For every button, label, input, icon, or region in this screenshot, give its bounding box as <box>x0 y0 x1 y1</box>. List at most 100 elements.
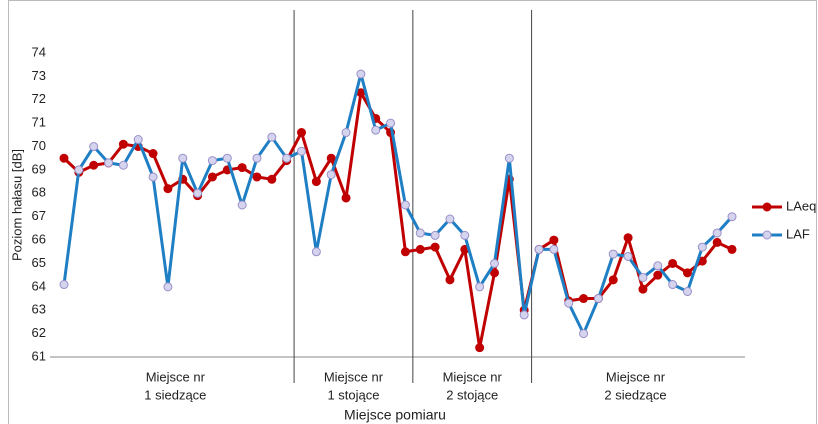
data-point <box>267 132 277 142</box>
data-point <box>593 294 603 304</box>
data-point <box>74 165 84 175</box>
y-tick-label: 65 <box>32 255 46 270</box>
group-label: Miejsce nr <box>146 369 206 384</box>
data-point <box>326 153 336 163</box>
y-tick-label: 63 <box>32 302 46 317</box>
data-point <box>207 156 217 166</box>
data-point <box>653 261 663 271</box>
data-point <box>148 149 158 159</box>
data-point <box>326 170 336 180</box>
data-point <box>252 172 262 182</box>
legend-marker <box>762 230 772 240</box>
data-point <box>430 230 440 240</box>
y-tick-label: 72 <box>32 91 46 106</box>
data-point <box>579 294 589 304</box>
data-point <box>697 242 707 252</box>
data-point <box>89 142 99 152</box>
data-point <box>386 118 396 128</box>
data-point <box>489 258 499 268</box>
legend-marker <box>762 202 772 212</box>
data-point <box>430 242 440 252</box>
data-point <box>608 249 618 259</box>
data-point <box>668 258 678 268</box>
group-label: Miejsce nr <box>606 369 666 384</box>
data-point <box>712 237 722 247</box>
data-point <box>445 214 455 224</box>
group-label: 1 siedzące <box>144 387 206 402</box>
data-point <box>549 235 559 245</box>
y-tick-label: 66 <box>32 232 46 247</box>
data-point <box>653 270 663 280</box>
data-point <box>712 228 722 238</box>
data-point <box>415 244 425 254</box>
data-point <box>519 310 529 320</box>
data-point <box>727 244 737 254</box>
data-point <box>415 228 425 238</box>
data-point <box>163 184 173 194</box>
y-tick-label: 73 <box>32 68 46 83</box>
data-point <box>504 153 514 163</box>
data-point <box>282 153 292 163</box>
data-point <box>682 287 692 297</box>
data-point <box>638 272 648 282</box>
data-point <box>163 282 173 292</box>
data-point <box>104 158 114 168</box>
data-point <box>549 244 559 254</box>
data-point <box>371 125 381 135</box>
data-point <box>148 172 158 182</box>
group-label: 1 stojące <box>327 387 379 402</box>
data-point <box>682 268 692 278</box>
x-axis-label: Miejsce pomiaru <box>344 407 446 423</box>
y-tick-label: 68 <box>32 185 46 200</box>
y-axis-label: Poziom hałasu [dB] <box>9 149 24 261</box>
data-point <box>297 128 307 138</box>
data-point <box>252 153 262 163</box>
data-point <box>668 280 678 290</box>
y-tick-label: 64 <box>32 278 46 293</box>
data-point <box>267 174 277 184</box>
group-label: Miejsce nr <box>324 369 384 384</box>
y-tick-label: 61 <box>32 348 46 363</box>
data-point <box>608 275 618 285</box>
data-point <box>178 153 188 163</box>
data-point <box>59 153 69 163</box>
data-point <box>118 139 128 149</box>
data-point <box>579 329 589 339</box>
data-point <box>89 160 99 170</box>
data-point <box>564 298 574 308</box>
data-point <box>118 160 128 170</box>
y-tick-label: 74 <box>32 44 46 59</box>
data-point <box>311 247 321 257</box>
data-point <box>400 247 410 257</box>
data-point <box>311 177 321 187</box>
legend-label: LAF <box>786 226 810 241</box>
data-point <box>623 233 633 243</box>
y-tick-label: 69 <box>32 161 46 176</box>
data-point <box>727 212 737 222</box>
data-point <box>489 268 499 278</box>
data-point <box>534 244 544 254</box>
y-tick-label: 62 <box>32 325 46 340</box>
data-point <box>341 128 351 138</box>
data-point <box>475 343 485 353</box>
data-point <box>356 69 366 79</box>
series-line <box>62 91 733 350</box>
data-point <box>193 188 203 198</box>
chart-border <box>8 0 817 424</box>
data-point <box>222 153 232 163</box>
series-line <box>62 72 734 336</box>
data-point <box>475 282 485 292</box>
data-point <box>638 284 648 294</box>
data-point <box>445 275 455 285</box>
data-point <box>623 251 633 261</box>
data-point <box>207 172 217 182</box>
y-tick-label: 70 <box>32 138 46 153</box>
data-point <box>297 146 307 156</box>
group-label: Miejsce nr <box>443 369 503 384</box>
y-tick-label: 71 <box>32 115 46 130</box>
legend-label: LAeq <box>786 198 816 213</box>
data-point <box>341 193 351 203</box>
data-point <box>237 200 247 210</box>
data-point <box>400 200 410 210</box>
